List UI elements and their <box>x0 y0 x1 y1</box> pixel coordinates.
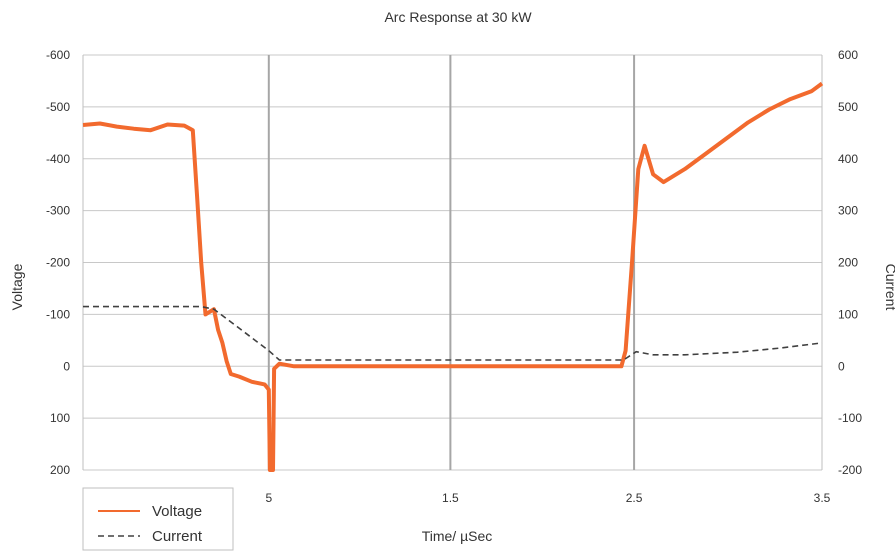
y2-tick-label: 400 <box>838 152 858 166</box>
legend-box <box>82 487 234 551</box>
x-tick-label: 1.5 <box>442 491 459 505</box>
y-tick-label: 200 <box>50 463 70 477</box>
x-tick-label: 2.5 <box>626 491 643 505</box>
y-tick-label: 0 <box>63 359 70 373</box>
y2-tick-label: 500 <box>838 100 858 114</box>
x-tick-label: 5 <box>265 491 272 505</box>
legend-current-label: Current <box>152 528 203 545</box>
y2-axis-title: Current <box>883 264 895 311</box>
tick-labels: -600 -500 -400 -300 -200 -100 0 100 200 600 500 400… <box>46 48 862 505</box>
x-axis-title: Time/ µSec <box>422 528 493 544</box>
grid-lines <box>82 54 823 471</box>
voltage-series-line <box>82 81 824 472</box>
y-tick-label: 100 <box>50 411 70 425</box>
y2-tick-label: 0 <box>838 359 845 373</box>
series-group <box>82 81 824 472</box>
y-tick-label: -600 <box>46 48 70 62</box>
y-tick-label: -200 <box>46 256 70 270</box>
x-tick-label: 3.5 <box>814 491 831 505</box>
y2-tick-label: 100 <box>838 307 858 321</box>
y2-tick-label: 600 <box>838 48 858 62</box>
y2-tick-label: -100 <box>838 411 862 425</box>
y2-tick-label: 300 <box>838 204 858 218</box>
legend-voltage-label: Voltage <box>152 503 202 520</box>
y-axis-title: Voltage <box>9 263 25 310</box>
chart-title: Arc Response at 30 kW <box>384 9 532 25</box>
y2-tick-label: 200 <box>838 256 858 270</box>
y-tick-label: -500 <box>46 100 70 114</box>
y-tick-label: -300 <box>46 204 70 218</box>
y2-tick-label: -200 <box>838 463 862 477</box>
y-tick-label: -100 <box>46 307 70 321</box>
legend: Voltage Current <box>82 487 234 551</box>
y-tick-label: -400 <box>46 152 70 166</box>
current-series-line <box>83 305 823 361</box>
